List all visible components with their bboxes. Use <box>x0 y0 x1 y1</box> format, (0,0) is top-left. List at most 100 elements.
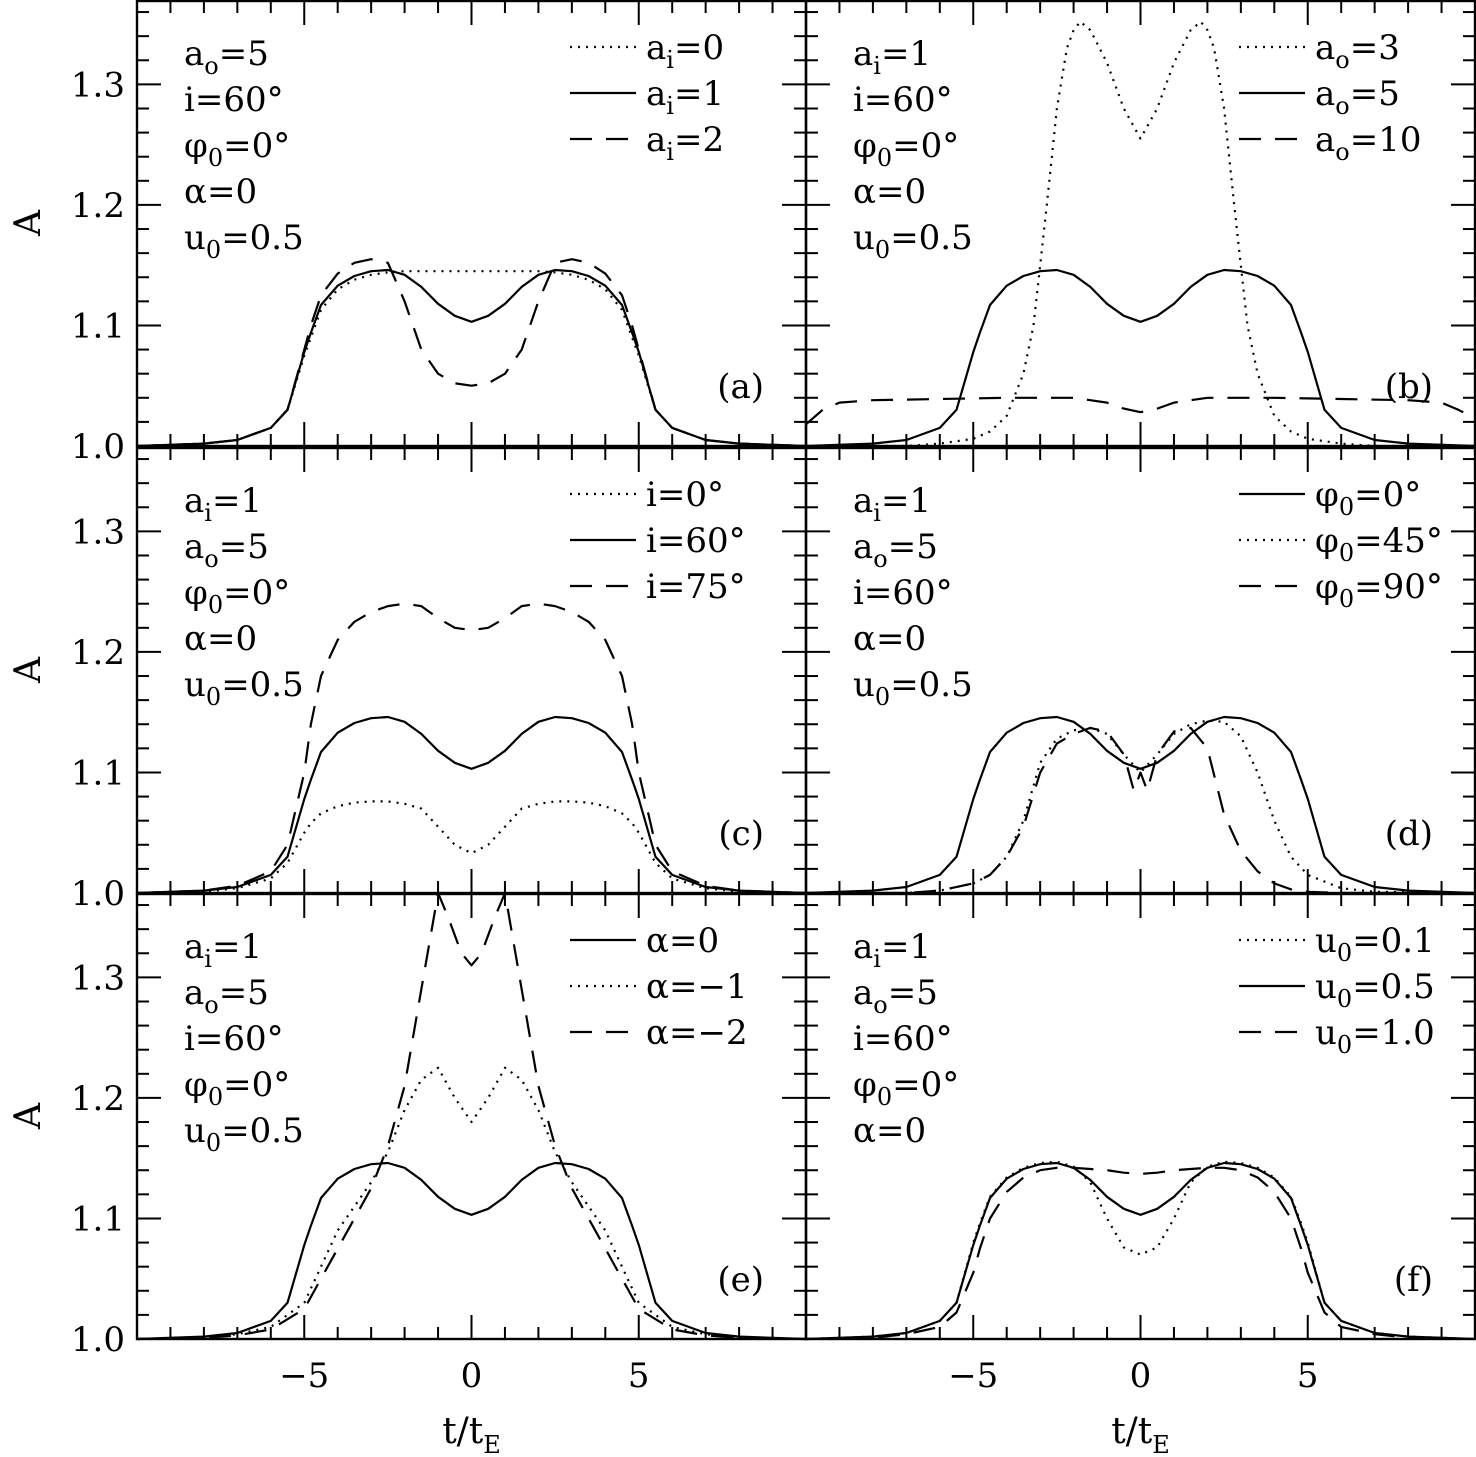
panel-f-label: (f) <box>1394 1260 1433 1300</box>
panel-a-param: ao=5 <box>184 34 269 80</box>
panel-e-legend-label-symbol: α <box>646 1013 669 1053</box>
panel-b-legend-label-value: =10 <box>1350 120 1422 160</box>
panel-f-param-value: =60° <box>864 1019 953 1059</box>
panel-a-param-subscript: 0 <box>208 144 223 172</box>
x-axis-label-sub: E <box>483 1431 501 1457</box>
panel-e-legend-label-value: =−2 <box>669 1013 748 1053</box>
panel-d-param: ao=5 <box>853 527 938 573</box>
panel-e: ai=1ao=5i=60°φ0=0°u0=0.5α=0α=−1α=−2(e)1.… <box>8 891 808 1457</box>
panel-d: ai=1ao=5i=60°α=0u0=0.5φ0=0°φ0=45°φ0=90°(… <box>804 446 1476 895</box>
panel-b-label: (b) <box>1385 367 1433 407</box>
panel-a-legend-label: ai=2 <box>646 120 724 166</box>
xtick-label: 0 <box>1130 1356 1152 1396</box>
panel-a-param-value: =60° <box>195 80 284 120</box>
panel-c-legend-label-symbol: i <box>646 521 657 561</box>
panel-c-param-subscript: o <box>204 545 218 573</box>
panel-c-legend-label: i=60° <box>646 521 746 561</box>
panel-a-legend-label-subscript: i <box>666 138 674 166</box>
panel-d-param-subscript: o <box>873 545 887 573</box>
panel-a-legend-label-subscript: i <box>666 46 674 74</box>
panel-b-param: α=0 <box>853 172 926 212</box>
panel-f-series-dotted <box>805 1160 1476 1341</box>
panel-e-param-symbol: u <box>184 1111 206 1151</box>
xtick-label: −5 <box>948 1356 998 1396</box>
panel-b-param-symbol: a <box>853 34 873 74</box>
y-axis-label: A <box>8 656 49 684</box>
panel-b-param-symbol: φ <box>853 126 877 166</box>
panel-d-legend-label-symbol: φ <box>1315 521 1339 561</box>
panel-f-param-symbol: φ <box>853 1065 877 1105</box>
panel-a-label: (a) <box>717 367 764 407</box>
panel-f-series-solid <box>805 1161 1476 1341</box>
panel-d-param: ai=1 <box>853 481 931 527</box>
panel-f-legend-label-symbol: u <box>1315 1013 1337 1053</box>
panel-f-legend-label-value: =0.5 <box>1352 967 1435 1007</box>
panel-d-legend-label: φ0=45° <box>1315 521 1443 567</box>
panel-f-legend-label: u0=0.1 <box>1315 921 1435 967</box>
panel-f-param: ai=1 <box>853 927 931 973</box>
panel-a-series-dotted <box>136 270 807 448</box>
panel-c-legend-label-symbol: i <box>646 567 657 607</box>
panel-f: ai=1ao=5i=60°φ0=0°α=0u0=0.1u0=0.5u0=1.0(… <box>804 892 1476 1457</box>
panel-d-legend-label-symbol: φ <box>1315 475 1339 515</box>
panel-e-param: φ0=0° <box>184 1065 290 1111</box>
panel-c-param-symbol: φ <box>184 573 208 613</box>
panel-a: ao=5i=60°φ0=0°α=0u0=0.5ai=0ai=1ai=2(a)1.… <box>8 0 808 467</box>
panel-b-legend-label-symbol: a <box>1315 74 1335 114</box>
panel-f-param-symbol: α <box>853 1111 876 1151</box>
panel-f-param-value: =1 <box>881 927 931 967</box>
panel-d-param-value: =60° <box>864 573 953 613</box>
ytick-label: 1.3 <box>71 958 125 998</box>
panel-e-series-solid <box>136 1161 807 1341</box>
panel-d-param-value: =1 <box>881 481 931 521</box>
panel-f-legend-label: u0=0.5 <box>1315 967 1435 1013</box>
panel-e-param-subscript: o <box>204 991 218 1019</box>
panel-a-series-dashed <box>136 258 807 448</box>
panel-e-param-symbol: a <box>184 973 204 1013</box>
panel-a-legend-label-value: =1 <box>674 74 724 114</box>
panel-d-param: u0=0.5 <box>853 665 973 711</box>
panel-e-param-subscript: 0 <box>208 1083 223 1111</box>
panel-c-param-subscript: 0 <box>208 591 223 619</box>
panel-d-param-subscript: i <box>873 499 881 527</box>
panel-c-param-value: =0° <box>223 573 290 613</box>
panel-d-legend-label: φ0=0° <box>1315 475 1421 521</box>
y-axis-label: A <box>8 209 49 237</box>
panel-b-legend-label: ao=10 <box>1315 120 1422 166</box>
panel-a-legend-label-subscript: i <box>666 92 674 120</box>
panel-d-series-dashed <box>806 726 1475 895</box>
panel-a-param-subscript: 0 <box>206 236 221 264</box>
panel-f-param-value: =0 <box>876 1111 926 1151</box>
panel-c-param-value: =0.5 <box>221 665 304 705</box>
panel-b-legend-label-symbol: a <box>1315 28 1335 68</box>
panel-b-param-subscript: i <box>873 52 881 80</box>
panel-d-legend-label-value: =90° <box>1354 567 1443 607</box>
panel-c-legend-label: i=0° <box>646 475 724 515</box>
xtick-label: 5 <box>1297 1356 1319 1396</box>
panel-b-param-symbol: u <box>853 218 875 258</box>
panel-a-param: α=0 <box>184 172 257 212</box>
panel-a-legend-label-value: =0 <box>674 28 724 68</box>
panel-d-param-symbol: i <box>853 573 864 613</box>
panel-a-legend-label-symbol: a <box>646 120 666 160</box>
ytick-label: 1.0 <box>71 427 125 467</box>
x-axis-label: t/tE <box>442 1411 501 1457</box>
panel-c-series-dashed <box>136 602 807 895</box>
panel-a-param-value: =0 <box>207 172 257 212</box>
ytick-label: 1.2 <box>71 186 125 226</box>
panel-a-param-value: =0.5 <box>221 218 304 258</box>
panel-c-series-solid <box>136 715 807 895</box>
panel-c-legend-label-value: =0° <box>657 475 724 515</box>
panel-d-param: α=0 <box>853 619 926 659</box>
panel-d-param-value: =5 <box>888 527 938 567</box>
panel-d-param-symbol: a <box>853 481 873 521</box>
panel-d-legend-label-subscript: 0 <box>1339 539 1354 567</box>
panel-a-legend-label-symbol: a <box>646 74 666 114</box>
panel-e-param: i=60° <box>184 1019 284 1059</box>
panel-f-legend-label: u0=1.0 <box>1315 1013 1435 1059</box>
panel-f-param-subscript: i <box>873 945 881 973</box>
panel-a-legend-label-value: =2 <box>674 120 724 160</box>
panel-d-label: (d) <box>1385 814 1433 854</box>
xtick-label: 0 <box>461 1356 483 1396</box>
panel-e-param-subscript: 0 <box>206 1129 221 1157</box>
